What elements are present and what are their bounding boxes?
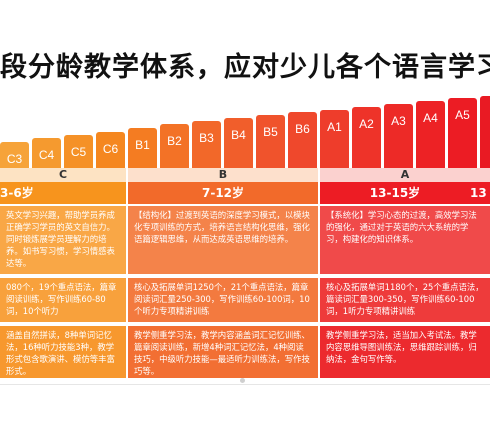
level-step-a5: A5 xyxy=(448,98,477,168)
age-row: 3-6岁 7-12岁 13-15岁 13 xyxy=(0,182,490,204)
carousel-indicator[interactable] xyxy=(240,378,245,383)
column-a-vocab: 核心及拓展单词1180个，25个重点语法，篇读词汇量300-350，写作训练60… xyxy=(320,278,490,322)
column-b-vocab: 核心及拓展单词1250个，21个重点语法，篇章阅读词汇量250-300，写作训练… xyxy=(128,278,318,322)
column-a: 【系统化】学习心态的过渡，高效学习法的强化，通过对于英语的六大系统的学习，构建化… xyxy=(320,206,490,378)
level-step-a4: A4 xyxy=(416,101,445,168)
band-row: C B A xyxy=(0,168,490,182)
curriculum-columns: 英文学习兴趣，帮助学员养成正确学习学员的英文自信力。同时锻炼展学员理解力的培养。… xyxy=(0,206,490,378)
level-step-b1: B1 xyxy=(128,128,157,168)
column-c-intro: 英文学习兴趣，帮助学员养成正确学习学员的英文自信力。同时锻炼展学员理解力的培养。… xyxy=(0,206,126,274)
level-step-next xyxy=(480,96,490,168)
band-c: C xyxy=(0,168,126,182)
level-step-b6: B6 xyxy=(288,112,317,168)
level-step-b2: B2 xyxy=(160,124,189,168)
age-range-b: 7-12岁 xyxy=(128,182,318,204)
column-b-intro: 【结构化】过渡到英语的深度学习模式，以模块化专项训练的方式，培养语言结构化思维，… xyxy=(128,206,318,274)
column-c: 英文学习兴趣，帮助学员养成正确学习学员的英文自信力。同时锻炼展学员理解力的培养。… xyxy=(0,206,126,378)
age-range-c: 3-6岁 xyxy=(0,182,126,204)
column-a-intro: 【系统化】学习心态的过渡，高效学习法的强化，通过对于英语的六大系统的学习，构建化… xyxy=(320,206,490,274)
band-b: B xyxy=(128,168,318,182)
column-b: 【结构化】过渡到英语的深度学习模式，以模块化专项训练的方式，培养语言结构化思维，… xyxy=(128,206,318,378)
level-step-a1: A1 xyxy=(320,110,349,168)
level-step-b3: B3 xyxy=(192,121,221,168)
level-step-a3: A3 xyxy=(384,104,413,168)
column-b-method: 教学侧重学习法，教学内容涵盖词汇记忆训练、篇章阅读训练，新增4种词汇记忆法，4种… xyxy=(128,326,318,378)
column-a-method: 教学侧重学习法，适当加入考试法。教学内容思维导图训练法，思维跟踪训练，归纳法，金… xyxy=(320,326,490,378)
level-step-c6: C6 xyxy=(96,132,125,168)
band-a: A xyxy=(320,168,490,182)
age-range-a-extra: 13 xyxy=(470,182,490,204)
page-title: 段分龄教学体系，应对少儿各个语言学习 xyxy=(0,52,490,83)
level-step-c4: C4 xyxy=(32,138,61,168)
level-step-b5: B5 xyxy=(256,115,285,168)
bottom-divider xyxy=(0,384,490,385)
column-c-vocab: 080个，19个重点语法，篇章阅读训练，写作训练60-80词，10个听力 xyxy=(0,278,126,322)
level-step-c3: C3 xyxy=(0,142,29,168)
column-c-method: 涵盖自然拼读，8种单词记忆法，16种听力技能3种，教学形式包含歌演讲、模仿等丰富… xyxy=(0,326,126,378)
level-step-c5: C5 xyxy=(64,135,93,168)
level-staircase: C3 C4 C5 C6 B1 B2 B3 B4 B5 B6 A1 A2 A3 A… xyxy=(0,96,490,168)
level-step-b4: B4 xyxy=(224,118,253,168)
level-step-a2: A2 xyxy=(352,107,381,168)
age-range-a: 13-15岁 xyxy=(320,182,470,204)
